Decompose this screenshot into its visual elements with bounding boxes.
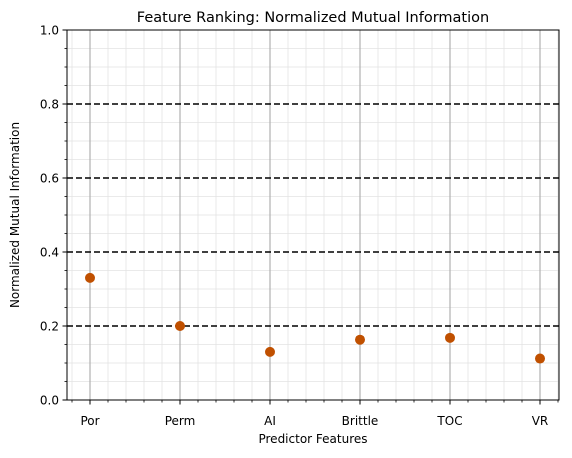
data-points <box>85 272 545 364</box>
x-axis-ticks: Por Perm AI Brittle TOC VR <box>71 400 559 428</box>
chart-title: Feature Ranking: Normalized Mutual Infor… <box>137 10 489 26</box>
y-tick-label: 1.0 <box>40 24 59 38</box>
y-axis-label: Normalized Mutual Information <box>8 122 22 308</box>
y-tick-label: 0.6 <box>40 172 59 186</box>
x-axis-label: Predictor Features <box>258 432 367 446</box>
y-tick-label: 0.8 <box>40 98 59 112</box>
y-tick-label: 0.0 <box>40 394 59 408</box>
y-axis-ticks: 0.0 0.2 0.4 0.6 0.8 1.0 <box>40 24 67 408</box>
data-point-por <box>85 272 95 283</box>
data-point-brittle <box>355 334 365 345</box>
x-tick-label: Brittle <box>342 414 379 428</box>
reference-lines <box>67 103 559 327</box>
x-tick-label: Por <box>80 414 99 428</box>
x-tick-label: TOC <box>436 414 462 428</box>
x-tick-label: Perm <box>165 414 196 428</box>
data-point-perm <box>175 321 185 331</box>
y-tick-label: 0.2 <box>40 320 59 334</box>
minor-grid <box>67 30 559 400</box>
x-tick-label: AI <box>264 414 276 428</box>
data-point-vr <box>535 353 545 364</box>
y-tick-label: 0.4 <box>40 246 59 260</box>
data-point-ai <box>265 346 275 357</box>
data-point-toc <box>445 332 455 343</box>
x-tick-label: VR <box>532 414 549 428</box>
